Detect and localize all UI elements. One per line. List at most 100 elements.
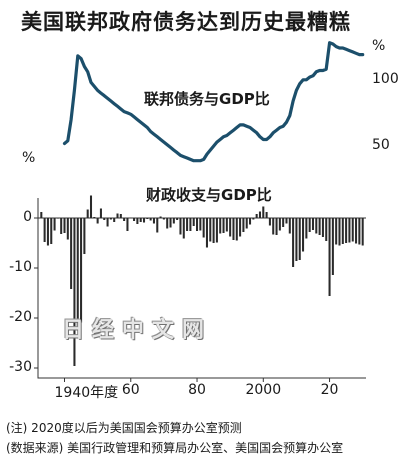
- balance-bar: [186, 218, 189, 231]
- balance-bar: [348, 218, 351, 243]
- balance-bar: [103, 218, 106, 220]
- balance-bar: [212, 218, 215, 243]
- balance-bar: [149, 218, 152, 221]
- balance-bar: [199, 218, 202, 231]
- balance-bar: [152, 218, 155, 224]
- balance-bar: [162, 218, 165, 220]
- bar-unit-label: %: [22, 150, 36, 166]
- balance-bar: [159, 216, 162, 218]
- balance-bar: [196, 218, 199, 231]
- bar-subtitle: 财政收支与GDP比: [146, 186, 272, 204]
- balance-bar: [166, 218, 169, 229]
- balance-bar: [292, 218, 295, 267]
- balance-bar: [66, 218, 69, 240]
- footnote-source: (数据来源) 美国行政管理和预算局办公室、美国国会预算办公室: [6, 441, 344, 455]
- balance-bar: [119, 214, 122, 218]
- balance-bar: [53, 218, 56, 231]
- balance-bar: [229, 218, 232, 237]
- balance-bar: [308, 218, 311, 232]
- balance-bar: [298, 218, 301, 260]
- balance-bar: [245, 218, 248, 229]
- bar-y-tick-label: -10: [9, 259, 32, 275]
- balance-bar: [179, 218, 182, 235]
- balance-bar: [169, 218, 172, 228]
- balance-bar: [275, 218, 278, 235]
- balance-bar: [302, 218, 305, 252]
- balance-bar: [265, 212, 268, 218]
- balance-bar: [311, 218, 315, 230]
- balance-bar: [139, 218, 142, 222]
- balance-bar: [63, 218, 66, 233]
- balance-bar: [252, 218, 255, 220]
- debt-ratio-line: [62, 41, 365, 163]
- balance-bar: [46, 218, 49, 246]
- balance-bar: [70, 218, 73, 289]
- bar-x-tick-label: 80: [188, 382, 206, 398]
- balance-bar: [288, 218, 291, 234]
- line-y-tick-label: 50: [372, 137, 390, 154]
- balance-bar: [176, 218, 179, 220]
- balance-bar: [282, 218, 285, 227]
- balance-bar: [242, 218, 245, 232]
- balance-bar: [235, 218, 238, 241]
- balance-bar: [205, 218, 208, 248]
- balance-bar-chart: [34, 195, 366, 382]
- balance-bar: [106, 218, 109, 227]
- balance-bar: [219, 218, 222, 234]
- balance-bar: [182, 218, 185, 239]
- balance-bar: [345, 218, 348, 243]
- balance-bar: [113, 218, 116, 222]
- balance-bar: [351, 218, 354, 242]
- balance-bar: [133, 218, 136, 221]
- balance-bar: [43, 218, 46, 242]
- balance-bar: [40, 212, 43, 218]
- balance-bar: [189, 218, 192, 231]
- balance-bar: [225, 218, 228, 232]
- bar-x-tick-label: 60: [121, 382, 140, 398]
- balance-bar: [335, 218, 338, 245]
- balance-bar: [56, 218, 59, 219]
- balance-bar: [358, 218, 361, 245]
- balance-bar: [341, 218, 344, 244]
- balance-bar: [146, 218, 149, 219]
- balance-bar: [249, 218, 252, 225]
- balance-bar: [305, 218, 308, 239]
- bar-y-tick-label: -20: [9, 309, 32, 325]
- balance-bar: [215, 218, 218, 243]
- balance-bar: [258, 211, 261, 218]
- balance-bar: [232, 218, 235, 240]
- balance-bar: [129, 217, 132, 219]
- balance-bar: [73, 218, 76, 366]
- balance-bar: [321, 218, 324, 237]
- balance-bar: [355, 218, 358, 244]
- balance-bar: [126, 218, 129, 231]
- bar-x-tick-label: 1940年度: [54, 385, 119, 401]
- balance-bar: [328, 218, 331, 296]
- balance-bar: [361, 218, 364, 246]
- balance-bar: [272, 218, 275, 235]
- balance-bar: [268, 218, 271, 226]
- balance-bar: [80, 218, 83, 323]
- debt-line-chart: [62, 41, 365, 163]
- balance-bar: [239, 218, 242, 237]
- bar-x-tick-label: 20: [320, 382, 339, 398]
- balance-bar: [325, 218, 328, 241]
- balance-bar: [209, 218, 212, 242]
- balance-bar: [318, 218, 321, 235]
- bar-y-tick-label: -30: [9, 359, 32, 375]
- balance-bar: [202, 218, 205, 238]
- balance-bar: [222, 218, 225, 233]
- balance-bar: [262, 206, 265, 218]
- balance-bar: [116, 213, 119, 218]
- balance-bar: [83, 218, 86, 254]
- line-y-tick-label: 100: [372, 70, 399, 87]
- balance-bar: [76, 218, 79, 329]
- balance-bar: [295, 218, 298, 261]
- balance-bar: [142, 218, 146, 223]
- line-unit-label: %: [372, 38, 386, 54]
- balance-bar: [156, 218, 159, 233]
- bar-axis-frame: [37, 198, 366, 379]
- balance-bar: [60, 218, 63, 234]
- line-subtitle: 联邦债务与GDP比: [144, 90, 270, 108]
